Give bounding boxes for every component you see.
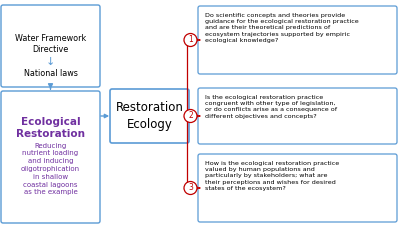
Text: Water Framework
Directive: Water Framework Directive — [15, 34, 86, 54]
FancyBboxPatch shape — [198, 88, 397, 144]
Text: National laws: National laws — [24, 70, 78, 79]
FancyBboxPatch shape — [1, 5, 100, 87]
Text: Is the ecological restoration practice
congruent with other type of legislation,: Is the ecological restoration practice c… — [205, 95, 337, 119]
Text: Reducing
nutrient loading
and inducing
oligotrophication
in shallow
coastal lago: Reducing nutrient loading and inducing o… — [21, 143, 80, 195]
Text: Do scientific concepts and theories provide
guidance for the ecological restorat: Do scientific concepts and theories prov… — [205, 13, 359, 43]
Text: 3: 3 — [188, 184, 193, 193]
Text: How is the ecological restoration practice
valued by human populations and
parti: How is the ecological restoration practi… — [205, 161, 339, 191]
Circle shape — [184, 34, 197, 47]
Circle shape — [184, 182, 197, 194]
FancyBboxPatch shape — [110, 89, 189, 143]
Text: Ecological
Restoration: Ecological Restoration — [16, 117, 85, 140]
FancyBboxPatch shape — [1, 91, 100, 223]
FancyBboxPatch shape — [198, 6, 397, 74]
Text: Restoration
Ecology: Restoration Ecology — [116, 101, 184, 131]
FancyBboxPatch shape — [198, 154, 397, 222]
Text: ↓: ↓ — [46, 57, 55, 67]
Text: 2: 2 — [188, 112, 193, 121]
Text: 1: 1 — [188, 36, 193, 45]
Circle shape — [184, 110, 197, 122]
